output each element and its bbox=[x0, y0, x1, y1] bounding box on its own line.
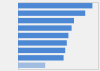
bar bbox=[18, 10, 85, 15]
bars bbox=[18, 3, 92, 68]
bar bbox=[18, 40, 67, 45]
plot-frame bbox=[18, 2, 98, 69]
chart bbox=[0, 0, 100, 71]
bar bbox=[18, 48, 65, 53]
bar bbox=[18, 18, 74, 23]
bar bbox=[18, 3, 92, 8]
bar bbox=[18, 63, 45, 68]
bar bbox=[18, 25, 72, 30]
bar bbox=[18, 33, 68, 38]
chart-svg bbox=[0, 0, 100, 71]
bar bbox=[18, 55, 64, 60]
